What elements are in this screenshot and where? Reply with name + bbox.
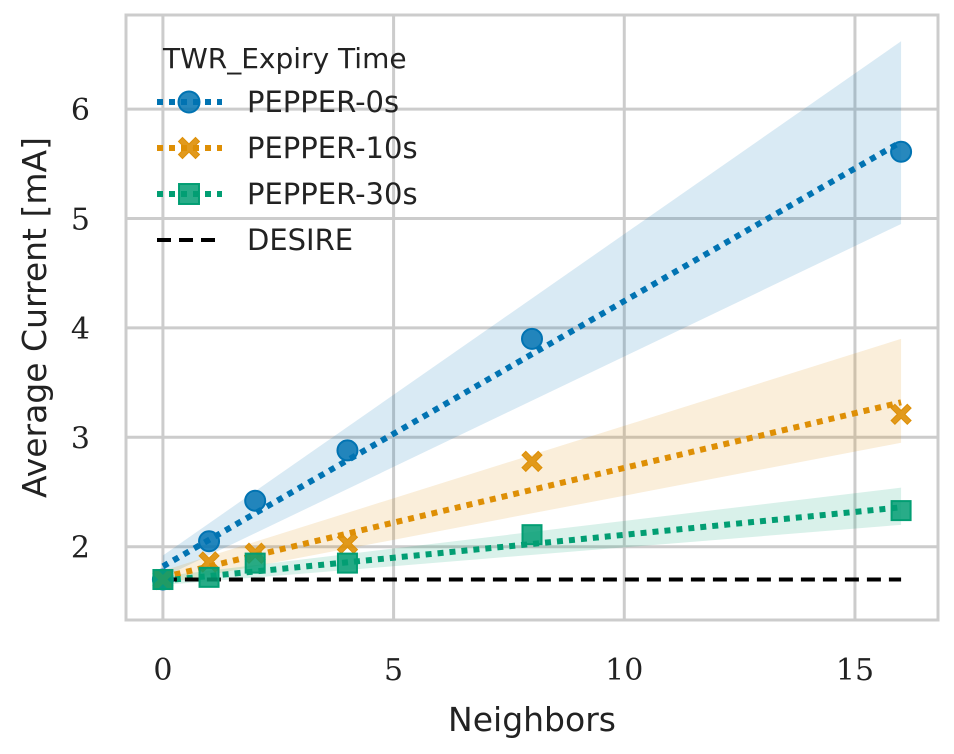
- x-tick-label: 10: [605, 653, 643, 688]
- data-point: [521, 524, 543, 546]
- legend-label: PEPPER-30s: [247, 177, 418, 211]
- fit-line: [162, 504, 902, 584]
- data-point: [890, 140, 913, 163]
- legend-title: TWR_Expiry Time: [162, 42, 407, 75]
- x-tick-label: 5: [384, 653, 403, 688]
- legend: TWR_Expiry Time PEPPER-0s PEPPER-10s PEPPE…: [157, 42, 418, 257]
- y-tick-labels: 2 3 4 5 6: [71, 93, 90, 566]
- x-tick-labels: 0 5 10 15: [153, 653, 874, 688]
- legend-label: PEPPER-10s: [247, 131, 418, 165]
- y-tick-label: 4: [71, 312, 90, 347]
- data-point: [244, 489, 267, 512]
- data-point: [244, 552, 266, 574]
- data-point: [198, 530, 221, 553]
- data-point: [336, 439, 359, 462]
- data-point: [336, 552, 358, 574]
- confidence-bands: [162, 41, 902, 585]
- data-point: [152, 569, 174, 591]
- x-axis-label: Neighbors: [448, 700, 616, 739]
- data-markers: [151, 140, 913, 591]
- fit-line: [161, 139, 903, 569]
- data-point: [890, 500, 912, 522]
- data-point: [198, 566, 220, 588]
- data-point: [890, 403, 912, 426]
- y-axis-label: Average Current [mA]: [15, 137, 54, 498]
- x-tick-label: 15: [836, 653, 874, 688]
- plot-frame: [124, 13, 940, 622]
- y-tick-label: 2: [71, 531, 90, 566]
- data-point: [521, 327, 543, 350]
- y-tick-label: 6: [71, 93, 90, 128]
- data-point: [521, 450, 543, 473]
- fit-lines: [161, 139, 903, 584]
- y-tick-label: 5: [71, 202, 90, 237]
- legend-label: PEPPER-0s: [247, 85, 399, 119]
- x-tick-label: 0: [153, 653, 172, 688]
- legend-marker: [178, 183, 200, 205]
- legend-marker: [177, 90, 201, 114]
- legend-label: DESIRE: [247, 223, 353, 257]
- y-tick-label: 3: [71, 421, 90, 456]
- legend-marker: [177, 136, 201, 160]
